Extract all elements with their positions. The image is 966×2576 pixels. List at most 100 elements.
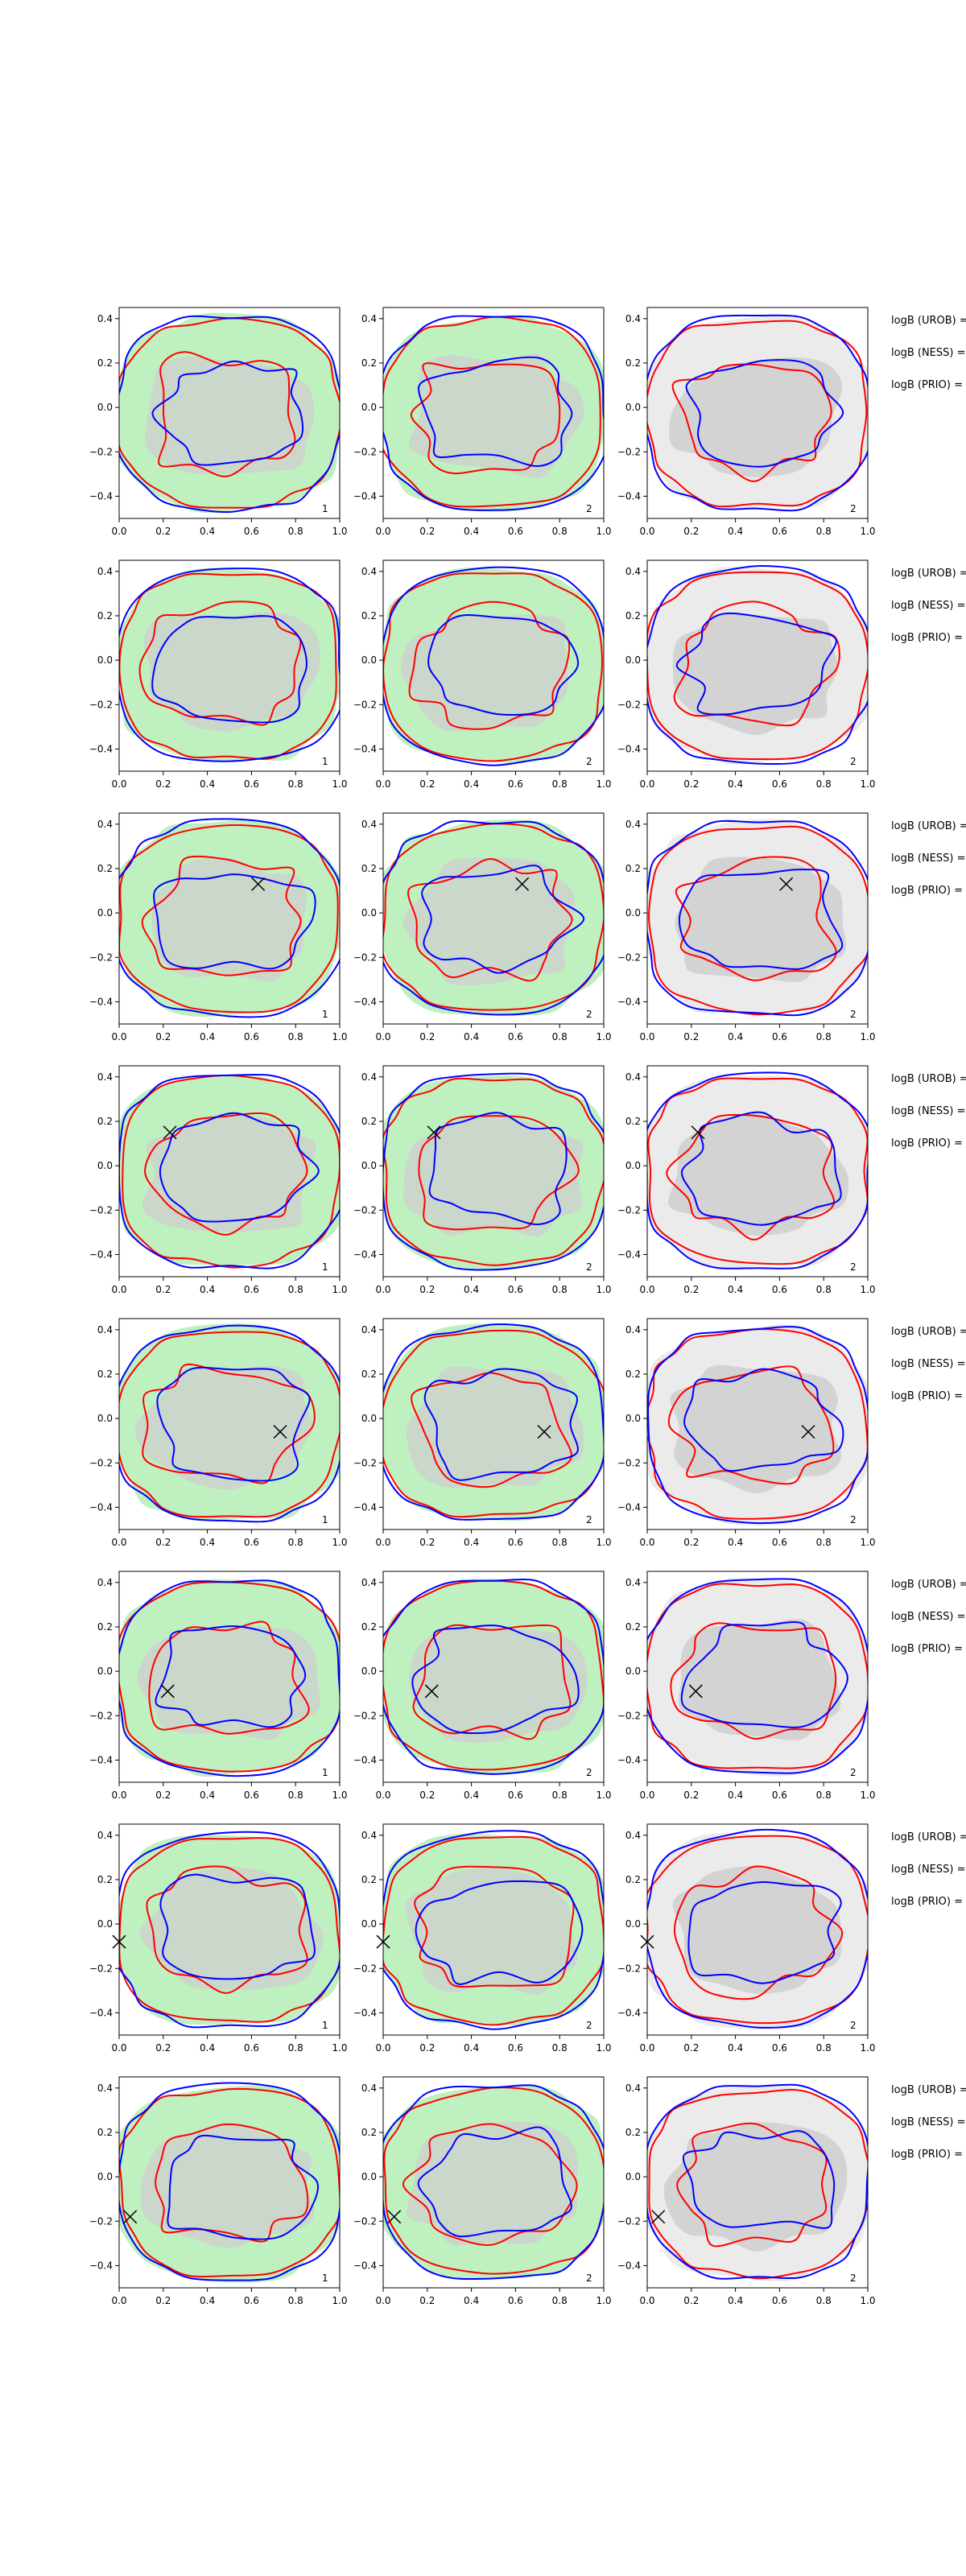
x-tick-label: 0.2 <box>155 2295 171 2306</box>
red-outer-contour <box>383 1077 604 1266</box>
panel-index-label: 2 <box>586 503 592 514</box>
side-logb-label: logB (UROB) = <box>891 1326 966 1338</box>
red-outer-contour <box>383 316 601 508</box>
x-tick-label: 0.6 <box>244 1537 259 1548</box>
x-tick-label: 0.0 <box>111 1537 126 1548</box>
blue-inner-contour <box>685 359 844 468</box>
side-logb-label: logB (PRIO) = <box>891 2149 963 2161</box>
y-tick-label: 0.4 <box>625 1830 641 1841</box>
blue-inner-contour <box>423 1368 579 1481</box>
x-tick-label: 0.6 <box>508 2295 523 2306</box>
x-tick-label: 0.4 <box>728 1790 743 1801</box>
panel-r2-c2: 0.0 0.2 0.4 0.6 0.8 1.0 0.4 0.2 0.0 −0.2 −0.4 2 <box>353 559 612 790</box>
panel-index-label: 2 <box>586 2020 592 2031</box>
panel-r3-c1: 0.0 0.2 0.4 0.6 0.8 1.0 0.4 0.2 0.0 −0.2 −0.4 1 <box>89 812 348 1042</box>
blue-outer-contour <box>647 565 868 766</box>
x-tick-label: 1.0 <box>332 778 347 790</box>
panel-r3-c2: 0.0 0.2 0.4 0.6 0.8 1.0 0.4 0.2 0.0 −0.2 −0.4 2 <box>353 812 612 1042</box>
panel-index-label: 2 <box>850 2273 857 2284</box>
x-tick-label: 0.0 <box>375 526 390 537</box>
y-tick-label: 0.4 <box>361 1830 377 1841</box>
y-tick-label: 0.0 <box>361 402 377 413</box>
panel-r1-c3: 0.0 0.2 0.4 0.6 0.8 1.0 0.4 0.2 0.0 −0.2 −0.4 2 <box>617 307 876 537</box>
red-outer-contour <box>647 1583 868 1769</box>
axes-frame <box>646 812 869 1025</box>
x-tick-label: 0.4 <box>464 1031 479 1042</box>
side-logb-label: logB (PRIO) = <box>891 1643 963 1655</box>
panel-r4-c2: 0.0 0.2 0.4 0.6 0.8 1.0 0.4 0.2 0.0 −0.2 −0.4 2 <box>353 1065 612 1295</box>
blue-outer-contour <box>647 1071 868 1269</box>
x-tick-label: 0.2 <box>155 1284 171 1295</box>
y-tick-label: 0.2 <box>97 1874 113 1885</box>
y-tick-label: −0.4 <box>617 1249 641 1260</box>
true-value-marker <box>424 1684 439 1699</box>
panel-index-label: 2 <box>586 2273 592 2284</box>
blue-inner-contour <box>683 1368 844 1472</box>
true-value-marker <box>273 1425 287 1439</box>
x-tick-label: 1.0 <box>596 2295 611 2306</box>
x-tick-label: 0.0 <box>639 1537 654 1548</box>
x-tick-label: 0.6 <box>772 1537 787 1548</box>
true-value-marker <box>691 1125 705 1140</box>
blue-inner-contour <box>681 1111 842 1226</box>
x-tick-label: 0.4 <box>200 2295 215 2306</box>
panel-r5-c1: 0.0 0.2 0.4 0.6 0.8 1.0 0.4 0.2 0.0 −0.2 −0.4 1 <box>89 1318 348 1548</box>
blue-outer-contour <box>383 1323 604 1521</box>
y-tick-label: 0.2 <box>97 1368 113 1380</box>
x-tick-label: 0.2 <box>419 1790 435 1801</box>
x-tick-label: 1.0 <box>860 1284 875 1295</box>
x-tick-label: 0.6 <box>772 2042 787 2054</box>
x-tick-label: 1.0 <box>332 1790 347 1801</box>
red-outer-contour <box>383 823 604 1011</box>
x-tick-label: 0.8 <box>288 2295 303 2306</box>
y-tick-label: −0.2 <box>353 1204 377 1216</box>
blue-inner-contour <box>155 1625 307 1728</box>
blue-outer-contour <box>383 819 604 1016</box>
x-tick-label: 0.8 <box>288 778 303 790</box>
blue-inner-contour <box>156 1366 311 1482</box>
x-tick-label: 0.4 <box>464 2295 479 2306</box>
red-outer-contour <box>122 1074 340 1269</box>
y-tick-label: 0.0 <box>97 402 113 413</box>
y-tick-label: −0.2 <box>89 1963 113 1974</box>
x-tick-label: 1.0 <box>596 1031 611 1042</box>
axes-frame <box>646 1065 869 1278</box>
side-logb-label: logB (PRIO) = <box>891 1390 963 1402</box>
x-tick-label: 0.8 <box>816 1284 832 1295</box>
red-inner-contour <box>148 1620 310 1735</box>
red-outer-contour <box>119 2087 340 2278</box>
inner-density-region <box>401 614 568 732</box>
red-inner-contour <box>407 857 573 982</box>
blue-outer-contour <box>119 2082 340 2281</box>
x-tick-label: 0.8 <box>288 2042 303 2054</box>
red-outer-contour <box>383 1579 604 1771</box>
x-tick-label: 0.8 <box>288 1790 303 1801</box>
blue-outer-contour <box>119 1579 340 1777</box>
y-tick-label: 0.0 <box>97 1918 113 1930</box>
y-tick-label: 0.2 <box>97 2127 113 2138</box>
y-tick-label: 0.4 <box>361 313 377 324</box>
blue-outer-contour <box>119 1324 340 1523</box>
y-tick-label: 0.4 <box>97 566 113 577</box>
blue-inner-contour <box>159 1112 320 1223</box>
x-tick-label: 0.2 <box>683 2042 699 2054</box>
panel-index-label: 2 <box>850 1767 857 1778</box>
panel-r1-c2: 0.0 0.2 0.4 0.6 0.8 1.0 0.4 0.2 0.0 −0.2 −0.4 2 <box>353 307 612 537</box>
y-tick-label: 0.0 <box>625 2171 641 2182</box>
side-logb-label: logB (NESS) = <box>891 600 965 612</box>
x-tick-label: 0.0 <box>375 1031 390 1042</box>
x-tick-label: 0.2 <box>419 1537 435 1548</box>
side-logb-label: logB (NESS) = <box>891 1358 965 1370</box>
panel-index-label: 2 <box>586 1261 592 1273</box>
blue-inner-contour <box>411 1624 580 1735</box>
y-tick-label: 0.4 <box>625 313 641 324</box>
x-tick-label: 0.2 <box>419 778 435 790</box>
y-tick-label: 0.0 <box>361 1918 377 1930</box>
blue-inner-contour <box>415 1880 584 1985</box>
red-inner-contour <box>673 601 840 727</box>
side-logb-label: logB (UROB) = <box>891 568 966 580</box>
panel-index-label: 2 <box>850 1514 857 1525</box>
x-tick-label: 0.2 <box>155 1031 171 1042</box>
y-tick-label: −0.2 <box>353 952 377 963</box>
